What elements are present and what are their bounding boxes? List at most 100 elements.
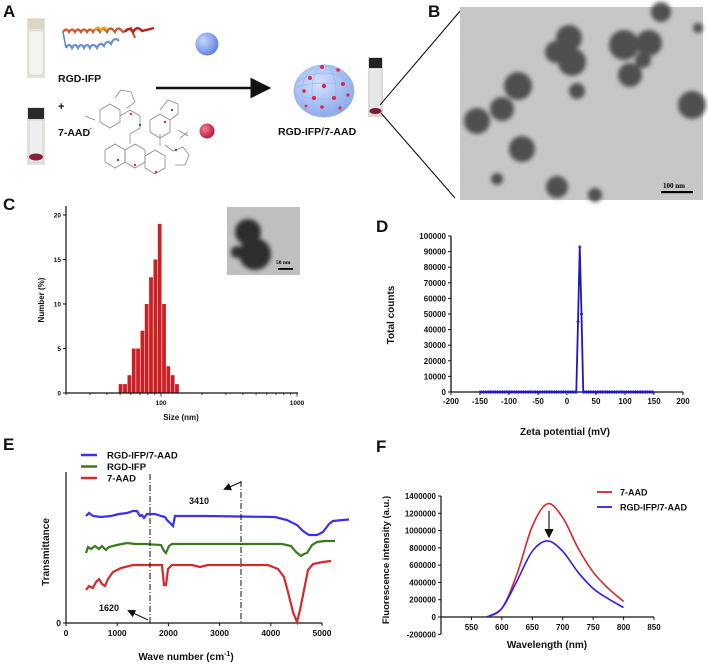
svg-text:150: 150 bbox=[647, 397, 661, 406]
svg-text:650: 650 bbox=[526, 623, 540, 632]
dye-sphere-icon bbox=[199, 123, 215, 139]
c-ylabel: Number (%) bbox=[37, 277, 46, 322]
svg-text:0: 0 bbox=[57, 391, 61, 398]
annotation-3410: 3410 bbox=[189, 496, 209, 506]
f-legend: 7-AAD RGD-IFP/7-AAD bbox=[597, 488, 687, 513]
panel-letter-f: F bbox=[376, 437, 386, 456]
histogram-bar bbox=[162, 304, 166, 393]
svg-text:0: 0 bbox=[442, 388, 447, 397]
label-plus: + bbox=[58, 101, 64, 113]
size-histogram-bars bbox=[118, 223, 179, 393]
svg-text:50000: 50000 bbox=[424, 310, 447, 319]
svg-text:2000: 2000 bbox=[159, 628, 178, 638]
svg-text:15: 15 bbox=[54, 257, 62, 264]
svg-text:40000: 40000 bbox=[424, 326, 447, 335]
panel-c: C 0 5 10 15 20 100 1000 Size (nm) Number (%) 5… bbox=[3, 195, 305, 422]
panel-letter-e: E bbox=[3, 435, 14, 454]
curve-0 bbox=[486, 502, 625, 618]
svg-text:50: 50 bbox=[592, 397, 601, 406]
svg-text:-100: -100 bbox=[501, 397, 518, 406]
svg-text:5: 5 bbox=[57, 346, 61, 353]
svg-text:0: 0 bbox=[64, 628, 69, 638]
svg-text:100: 100 bbox=[618, 397, 632, 406]
scale-bar-label: 100 nm bbox=[663, 182, 685, 190]
panel-a: A RGD-IFP + 7-AAD bbox=[3, 2, 462, 199]
e-ylabel: Transmittance bbox=[41, 518, 52, 586]
svg-text:20: 20 bbox=[54, 213, 62, 220]
zoom-line-top bbox=[379, 9, 462, 106]
zoom-line-bottom bbox=[380, 112, 456, 199]
panel-letter-b: B bbox=[428, 2, 440, 21]
svg-text:1200000: 1200000 bbox=[405, 509, 437, 518]
label-rgd-ifp-7-aad: RGD-IFP/7-AAD bbox=[278, 126, 357, 138]
svg-text:800000: 800000 bbox=[409, 544, 436, 553]
c-xlabel: Size (nm) bbox=[163, 413, 199, 422]
svg-text:0: 0 bbox=[56, 618, 61, 628]
histogram-bar bbox=[170, 375, 175, 393]
svg-text:60000: 60000 bbox=[424, 294, 447, 303]
panel-letter-d: D bbox=[376, 217, 388, 236]
svg-text:600000: 600000 bbox=[409, 561, 436, 570]
svg-text:20000: 20000 bbox=[424, 357, 447, 366]
svg-text:70000: 70000 bbox=[424, 279, 447, 288]
svg-text:80000: 80000 bbox=[424, 263, 447, 272]
svg-text:-200000: -200000 bbox=[407, 630, 437, 639]
legend-label: 7-AAD bbox=[620, 488, 648, 498]
label-rgd-ifp: RGD-IFP bbox=[58, 73, 101, 85]
svg-text:10: 10 bbox=[54, 302, 62, 309]
panel-d: D 0 10000 20000 30000 40000 50000 60000 70000 80… bbox=[376, 217, 690, 438]
fluorescence-curves bbox=[486, 502, 625, 618]
vial-dye-icon bbox=[27, 107, 45, 165]
histogram-bar bbox=[140, 330, 145, 393]
tem-image: 100 nm bbox=[460, 2, 706, 202]
curve-1 bbox=[486, 540, 624, 618]
zeta-line bbox=[478, 245, 655, 394]
svg-text:200000: 200000 bbox=[409, 596, 436, 605]
svg-text:3000: 3000 bbox=[210, 628, 229, 638]
svg-text:0: 0 bbox=[432, 613, 437, 622]
legend-label: RGD-IFP/7-AAD bbox=[107, 451, 178, 462]
panel-b: B 100 nm bbox=[428, 2, 706, 202]
svg-text:800: 800 bbox=[617, 623, 631, 632]
inset-scale-label: 50 nm bbox=[276, 260, 291, 266]
histogram-bar bbox=[175, 384, 179, 393]
label-7-aad: 7-AAD bbox=[58, 127, 91, 139]
nanoparticle-icon bbox=[293, 64, 355, 118]
legend-label: RGD-IFP/7-AAD bbox=[620, 503, 687, 513]
protein-sphere-icon bbox=[195, 32, 219, 56]
panel-letter-a: A bbox=[3, 2, 15, 21]
vial-protein-icon bbox=[27, 18, 45, 78]
svg-text:90000: 90000 bbox=[424, 248, 447, 257]
legend-label: RGD-IFP bbox=[107, 462, 147, 473]
histogram-bar bbox=[118, 384, 123, 393]
annotation-1620: 1620 bbox=[99, 603, 119, 613]
histogram-bar bbox=[144, 304, 149, 393]
svg-text:1000: 1000 bbox=[108, 628, 127, 638]
svg-text:600: 600 bbox=[495, 623, 509, 632]
c-inset-tem: 50 nm bbox=[227, 207, 300, 275]
svg-text:-200: -200 bbox=[443, 397, 460, 406]
svg-text:550: 550 bbox=[465, 623, 479, 632]
f-ylabel: Fluorescence intensity (a.u.) bbox=[381, 496, 392, 624]
panel-f: F -200000 0 200000 400000 600000 800000 100000… bbox=[376, 437, 687, 651]
svg-text:0: 0 bbox=[565, 397, 570, 406]
histogram-bar bbox=[136, 348, 140, 393]
svg-text:5000: 5000 bbox=[313, 628, 332, 638]
scale-bar bbox=[661, 191, 693, 194]
svg-text:1000000: 1000000 bbox=[405, 527, 437, 536]
svg-text:200: 200 bbox=[676, 397, 690, 406]
histogram-bar bbox=[123, 384, 127, 393]
svg-text:-150: -150 bbox=[472, 397, 489, 406]
svg-text:750: 750 bbox=[586, 623, 600, 632]
f-xlabel: Wavelength (nm) bbox=[507, 640, 587, 651]
svg-text:4000: 4000 bbox=[261, 628, 280, 638]
svg-text:1000: 1000 bbox=[290, 400, 305, 407]
histogram-bar bbox=[127, 375, 132, 393]
protein-helix-icon bbox=[62, 26, 155, 51]
svg-text:400000: 400000 bbox=[409, 578, 436, 587]
histogram-bar bbox=[153, 259, 158, 393]
svg-text:1400000: 1400000 bbox=[405, 492, 437, 501]
svg-text:100: 100 bbox=[156, 400, 167, 407]
